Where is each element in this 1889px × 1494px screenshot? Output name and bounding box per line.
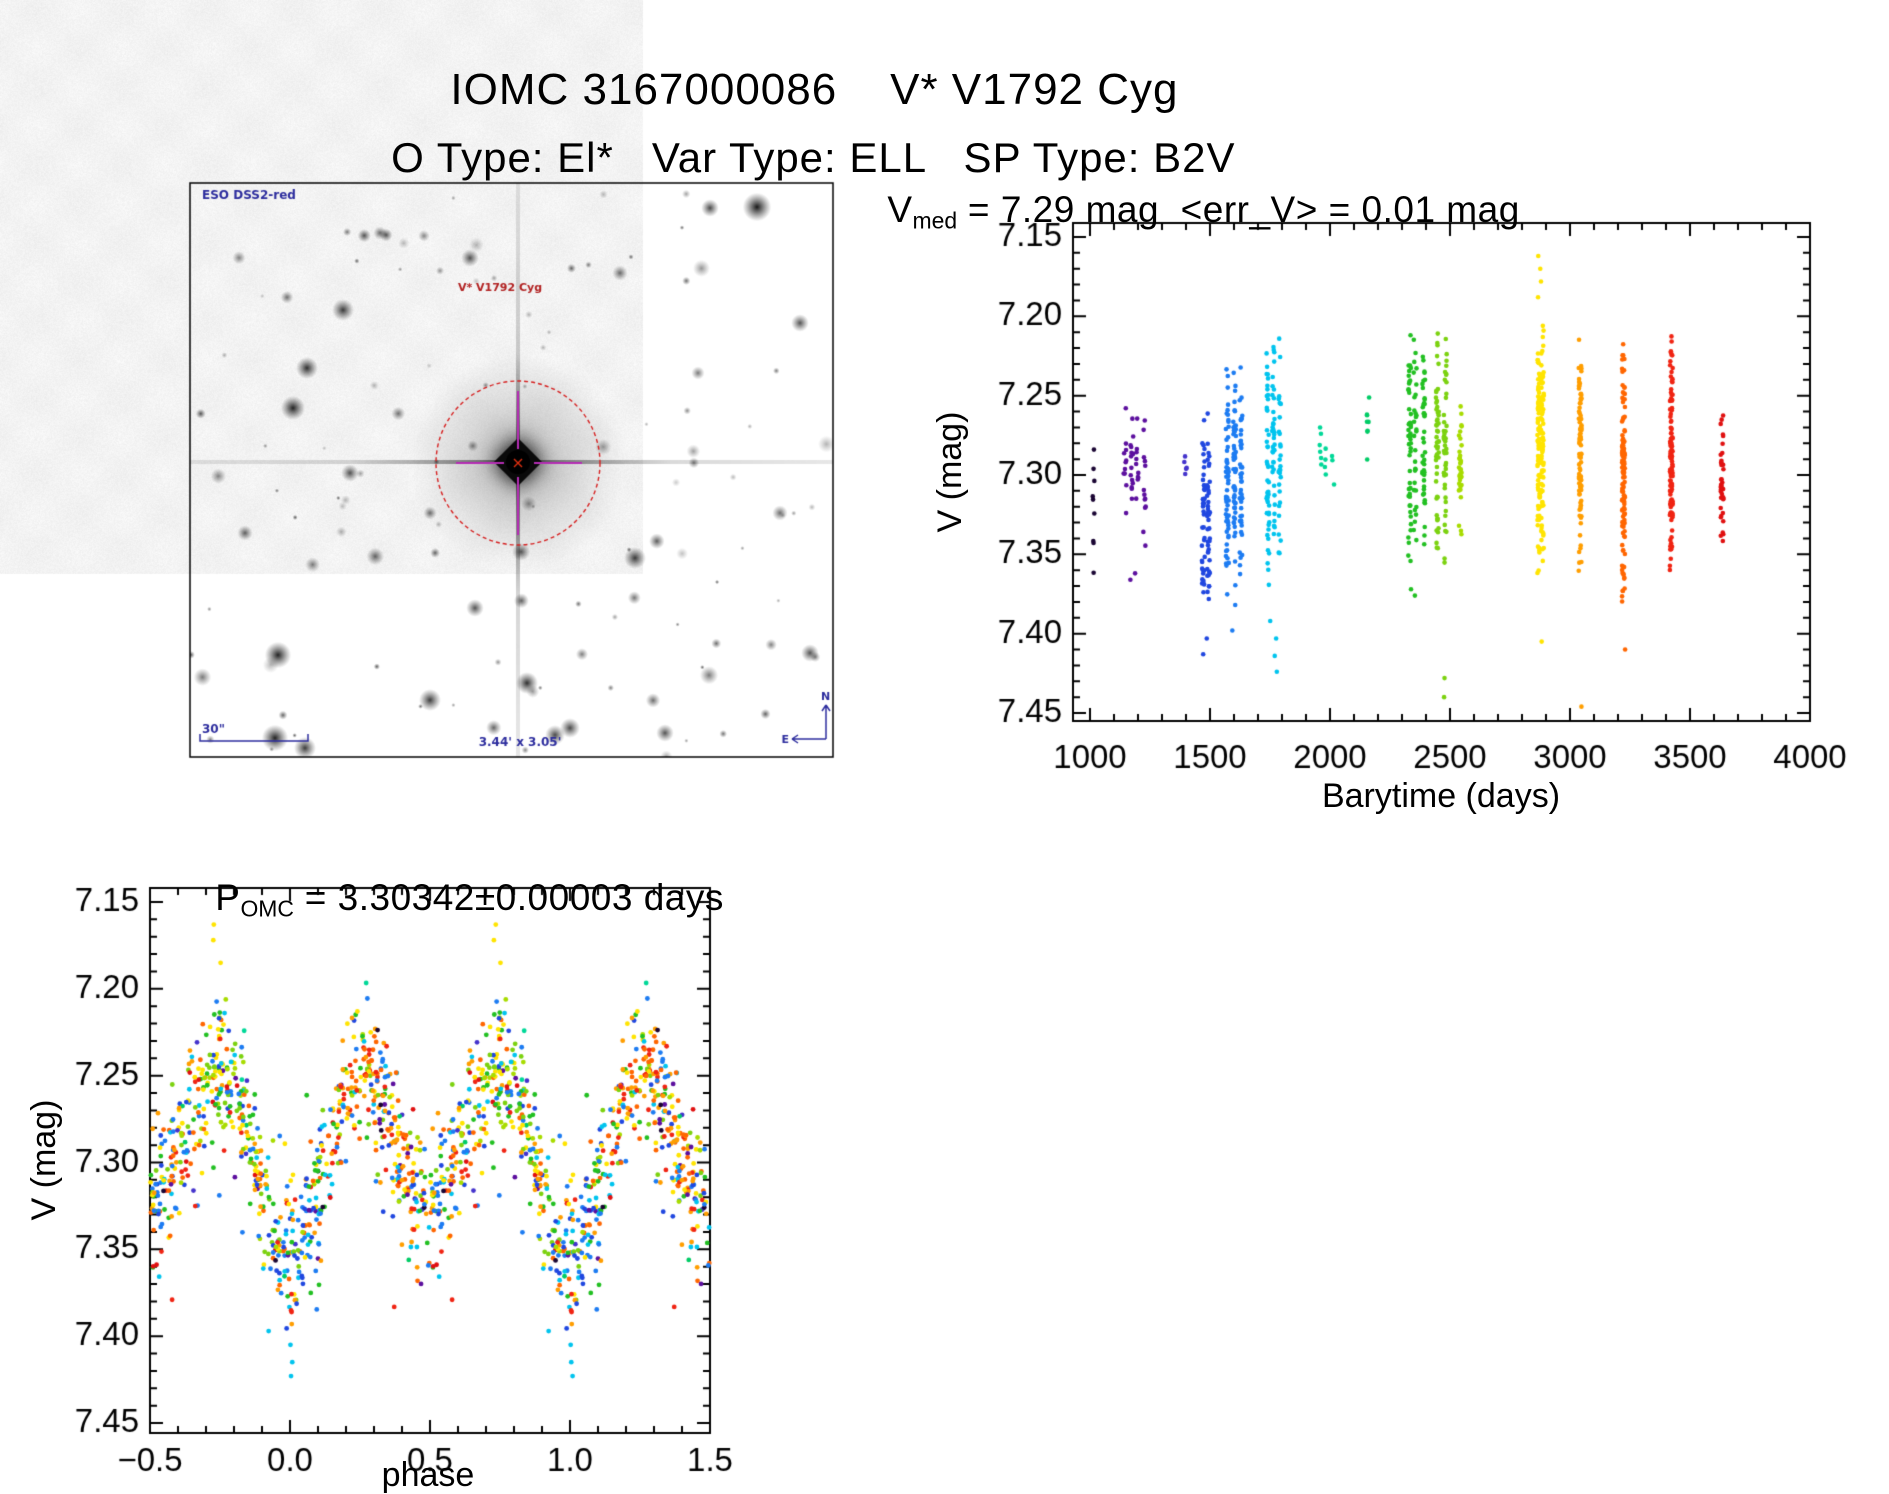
phase-yaxis-label: V (mag)	[25, 1099, 63, 1221]
barytime-xaxis-label: Barytime (days)	[1321, 777, 1561, 815]
page-title: IOMC 3167000086 V* V1792 Cyg	[397, 24, 1178, 156]
phase-plot-title: POMC = 3.30342±0.00003 days	[172, 842, 724, 957]
page-subtitle-text: O Type: El* Var Type: ELL SP Type: B2V	[391, 134, 1236, 181]
barytime-plot-title: Vmed = 7.29 mag <err_V> = 0.01 mag	[844, 154, 1520, 269]
barytime-title-rest: = 7.29 mag <err_V> = 0.01 mag	[957, 189, 1520, 230]
phase-xaxis-label: phase	[381, 1456, 475, 1494]
phase-title-subscript: OMC	[240, 895, 294, 922]
page-subtitle: O Type: El* Var Type: ELL SP Type: B2V	[340, 95, 1235, 221]
barytime-yaxis-label: V (mag)	[931, 411, 969, 533]
barytime-title-subscript: med	[912, 207, 958, 234]
phase-title-rest: = 3.30342±0.00003 days	[293, 877, 724, 918]
barytime-title-base: V	[887, 189, 913, 230]
phase-title-base: P	[215, 877, 241, 918]
page-title-text: IOMC 3167000086 V* V1792 Cyg	[450, 65, 1179, 114]
